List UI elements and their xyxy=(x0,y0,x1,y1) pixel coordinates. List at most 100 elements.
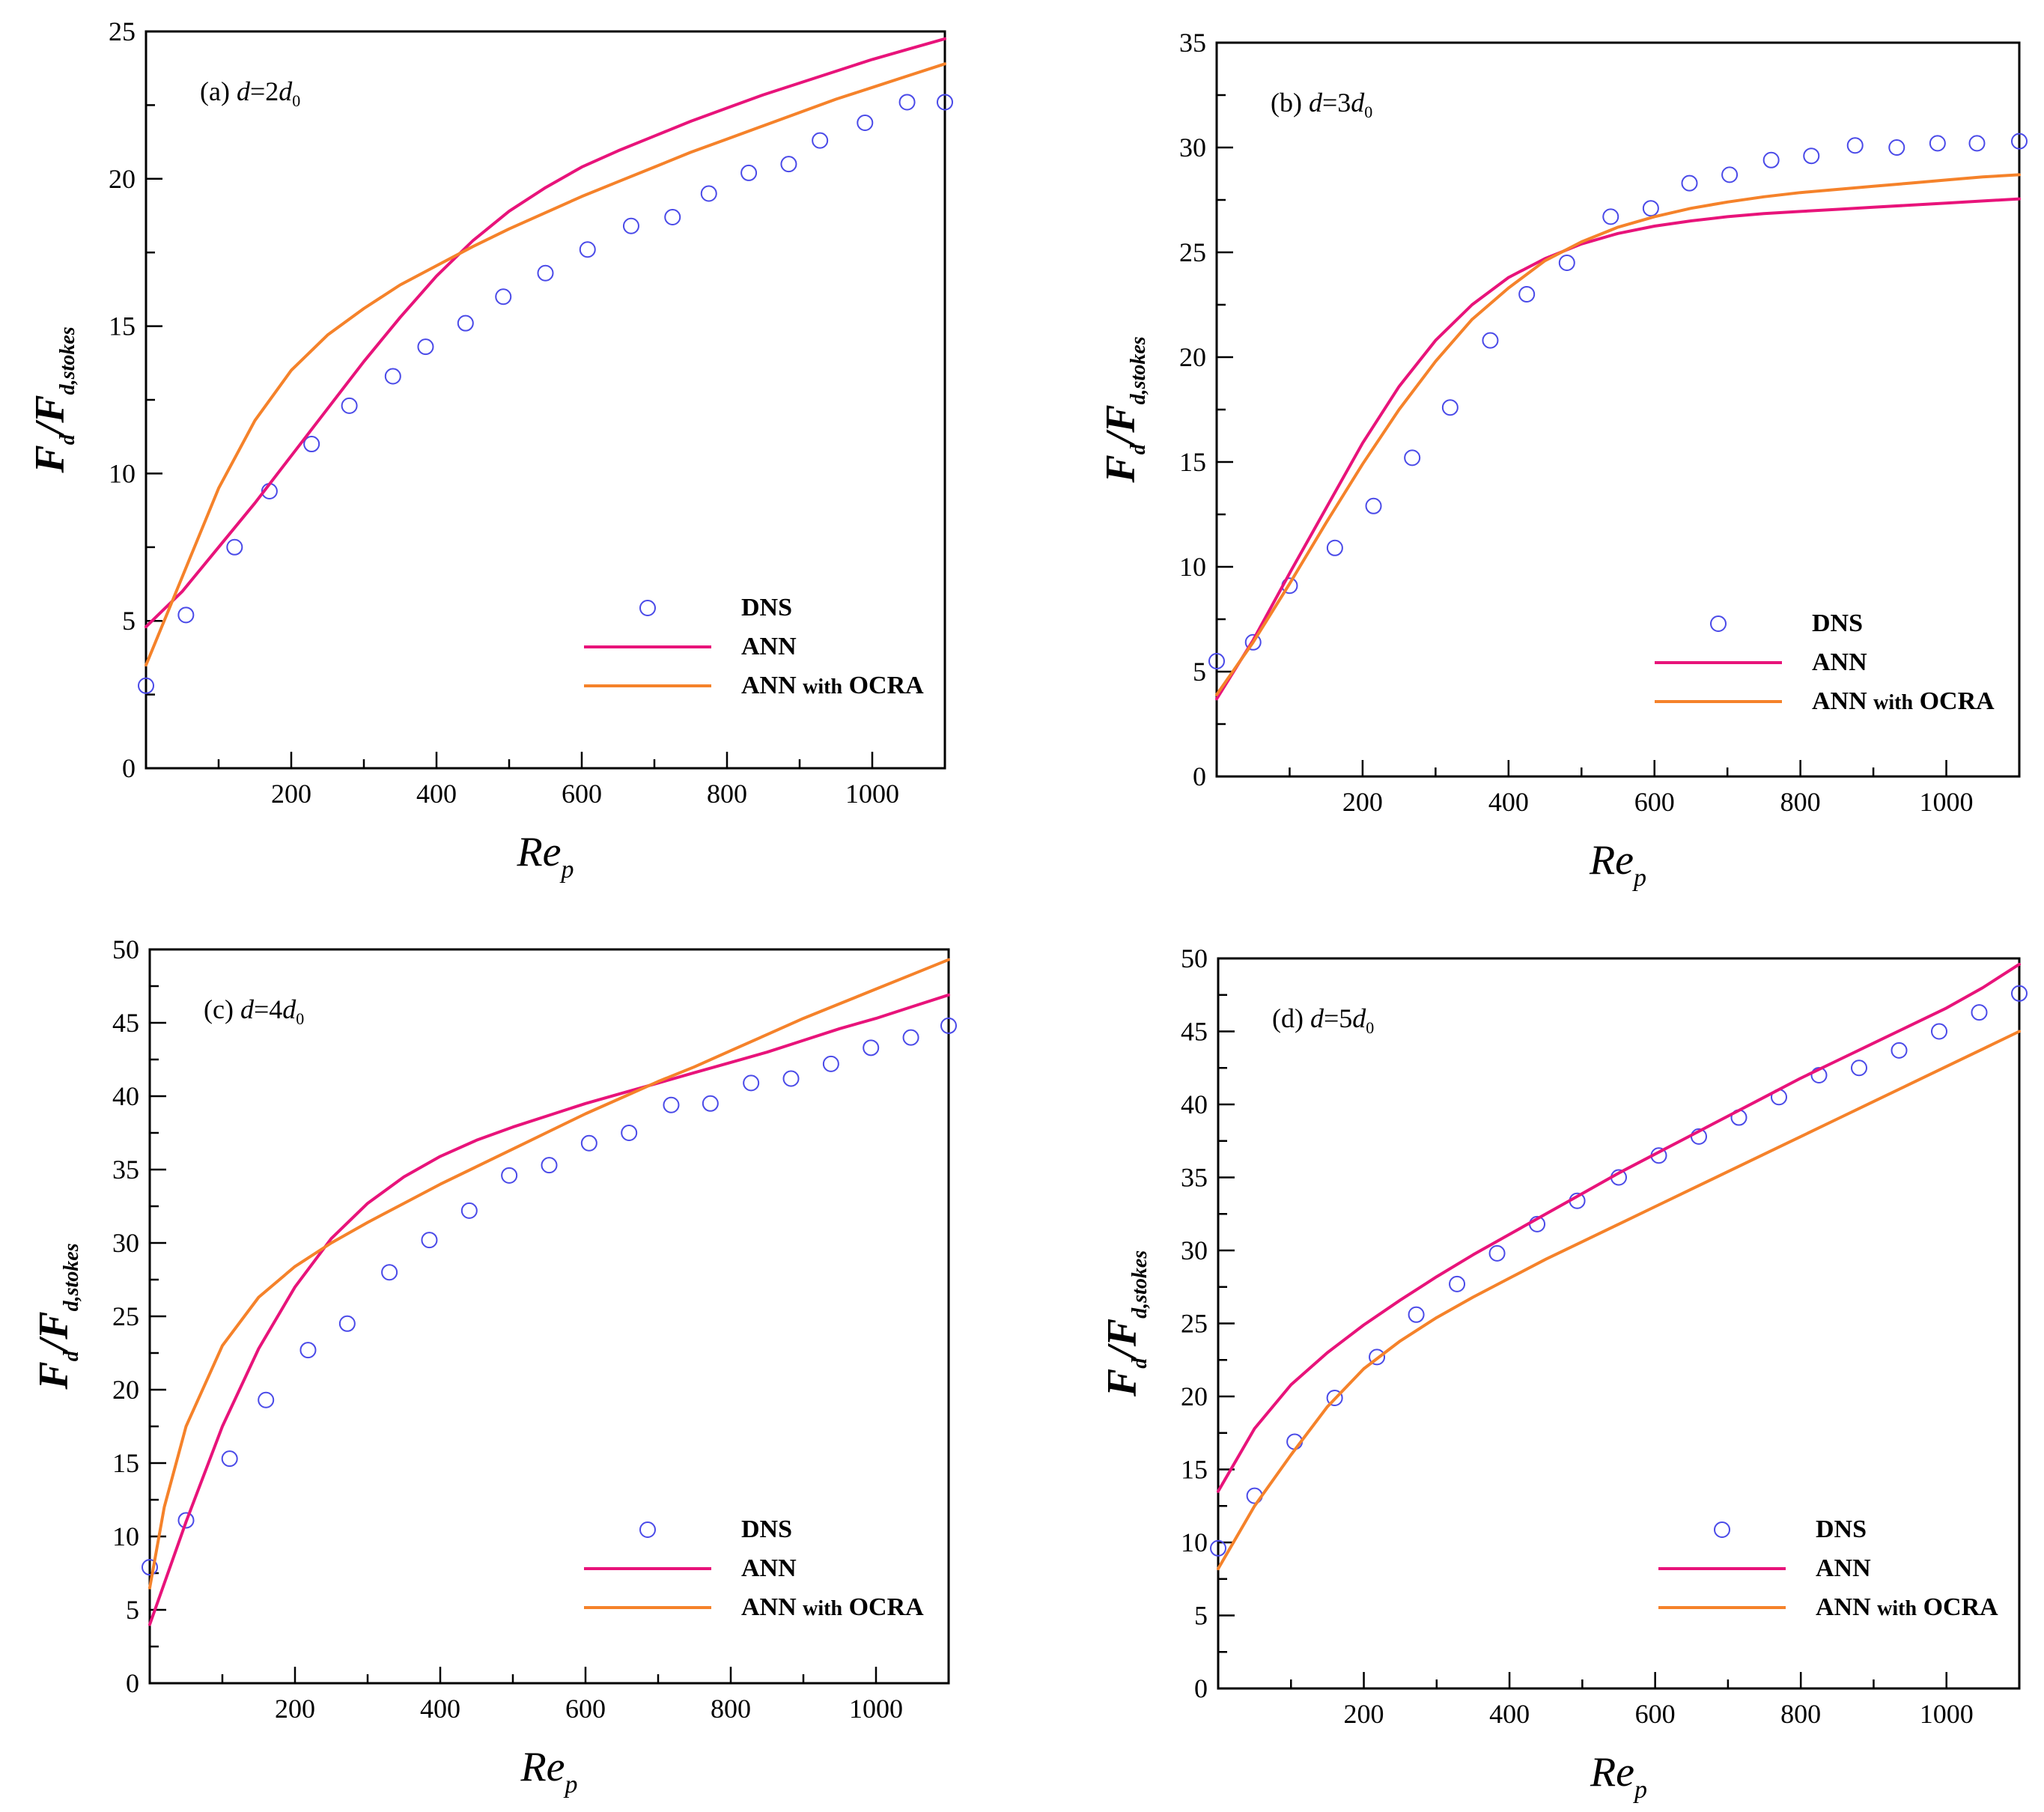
y-tick-label: 35 xyxy=(1181,1163,1208,1193)
dns-data-point xyxy=(495,288,512,305)
dns-data-point xyxy=(457,314,474,332)
dns-data-point xyxy=(1931,1023,1947,1040)
x-label-main: Re xyxy=(1590,1749,1634,1796)
dns-data-point xyxy=(1208,653,1225,669)
legend-ocra-label: ANN with OCRA xyxy=(1812,687,1995,715)
y-tick-label: 35 xyxy=(1179,28,1206,58)
y-axis-label: Fd/Fd,stokes xyxy=(1098,336,1150,483)
x-tick-label: 200 xyxy=(271,779,311,809)
dns-data-point xyxy=(138,677,154,694)
legend-dns-marker xyxy=(639,600,656,616)
dns-data-point xyxy=(622,217,639,234)
dns-data-point xyxy=(1449,1275,1466,1292)
series-line-ann xyxy=(1217,962,2021,1493)
dns-data-point xyxy=(460,1202,478,1219)
y-tick-label: 45 xyxy=(112,1008,139,1038)
y-label-sub1: d xyxy=(56,434,79,445)
y-label-sub1: d xyxy=(60,1350,83,1361)
legend-ocra-suffix: OCRA xyxy=(842,1593,924,1621)
y-tick-label: 25 xyxy=(109,16,136,46)
dns-data-point xyxy=(1642,200,1659,217)
x-tick-label: 800 xyxy=(707,779,747,809)
y-axis-label: Fd/Fd,stokes xyxy=(27,326,79,473)
dns-data-point xyxy=(1558,255,1575,271)
dns-data-point xyxy=(1846,137,1864,154)
dns-data-point xyxy=(1326,1389,1343,1406)
dns-data-point xyxy=(1891,1042,1908,1059)
panel-title: (d) d=5d0 xyxy=(1272,1003,1374,1037)
legend-ocra-prefix: ANN xyxy=(741,672,803,699)
dns-data-point xyxy=(1482,332,1499,349)
panel-title-eq: =3 xyxy=(1322,88,1351,118)
series-line-ann-ocra xyxy=(1215,173,2021,696)
dns-data-point xyxy=(421,1232,438,1249)
y-label-slash: /F xyxy=(1098,404,1144,447)
dns-data-point xyxy=(1803,148,1820,165)
y-tick-label: 20 xyxy=(112,1375,139,1405)
legend-dns-label: DNS xyxy=(1816,1515,1867,1543)
series-line-ann-ocra xyxy=(145,62,946,667)
x-tick-label: 600 xyxy=(1634,787,1675,817)
x-tick-label: 200 xyxy=(1344,1699,1384,1729)
panel-title-d0: d xyxy=(1352,1003,1366,1033)
y-label-sub2: d,stokes xyxy=(1128,1250,1152,1319)
x-tick-label: 800 xyxy=(1780,787,1821,817)
dns-data-point xyxy=(663,1096,680,1113)
y-tick-label: 0 xyxy=(1194,1673,1208,1703)
legend-ocra-with: with xyxy=(803,1597,842,1620)
y-tick-label: 45 xyxy=(1181,1017,1208,1047)
series-line-ann-ocra xyxy=(1217,1030,2021,1571)
dns-data-point xyxy=(221,1450,238,1468)
x-tick-label: 400 xyxy=(1488,787,1529,817)
x-tick-label: 800 xyxy=(711,1694,751,1724)
x-tick-label: 600 xyxy=(1635,1699,1676,1729)
legend-ocra-label: ANN with OCRA xyxy=(1816,1593,1998,1621)
y-tick-label: 5 xyxy=(122,606,136,636)
dns-data-point xyxy=(2011,133,2028,150)
legend-dns-marker xyxy=(1714,1521,1730,1538)
legend-ocra-with: with xyxy=(803,675,842,699)
y-tick-label: 35 xyxy=(112,1155,139,1185)
dns-data-point xyxy=(501,1167,518,1184)
legend-ocra-suffix: OCRA xyxy=(1917,1593,1998,1621)
panel-title: (b) d=3d0 xyxy=(1271,88,1372,121)
panel-title-var: d xyxy=(240,994,255,1024)
dns-data-point xyxy=(621,1125,638,1141)
y-tick-label: 15 xyxy=(109,311,136,341)
y-label-main: F xyxy=(1098,454,1144,483)
dns-data-point xyxy=(812,132,829,149)
y-tick-label: 10 xyxy=(109,458,136,488)
legend-dns-marker xyxy=(639,1521,656,1538)
dns-data-point xyxy=(1518,286,1536,302)
x-tick-label: 600 xyxy=(562,779,602,809)
dns-data-point xyxy=(1762,151,1780,168)
dns-data-point xyxy=(177,606,195,624)
legend-dns-marker xyxy=(1710,615,1727,632)
legend: DNS ANN ANN with OCRA xyxy=(1655,609,1995,715)
y-tick-label: 30 xyxy=(1179,133,1206,162)
legend-ann-label: ANN xyxy=(1812,648,1867,676)
y-label-sub2: d,stokes xyxy=(56,326,79,395)
dns-data-point xyxy=(381,1264,398,1281)
x-label-main: Re xyxy=(1589,837,1634,884)
panel-title-d0: d xyxy=(282,994,296,1024)
panel-title-prefix: (d) xyxy=(1272,1003,1310,1033)
panel-title-sub: 0 xyxy=(1364,103,1372,121)
panel-title-eq: =5 xyxy=(1324,1003,1352,1033)
panel-title-d0: d xyxy=(1351,88,1365,118)
dns-data-point xyxy=(177,1512,195,1529)
legend-ann-label: ANN xyxy=(1816,1554,1871,1582)
y-tick-label: 10 xyxy=(1179,552,1206,582)
y-tick-label: 10 xyxy=(112,1521,139,1551)
dns-data-point xyxy=(822,1055,839,1072)
dns-data-point xyxy=(740,164,758,181)
dns-data-point xyxy=(417,338,434,356)
x-label-main: Re xyxy=(516,829,561,875)
series-line-ann xyxy=(148,993,950,1626)
panel-title-sub: 0 xyxy=(296,1009,304,1028)
dns-data-point xyxy=(1404,449,1421,466)
legend-dns-label: DNS xyxy=(1812,609,1863,637)
x-label-sub: p xyxy=(560,856,574,884)
